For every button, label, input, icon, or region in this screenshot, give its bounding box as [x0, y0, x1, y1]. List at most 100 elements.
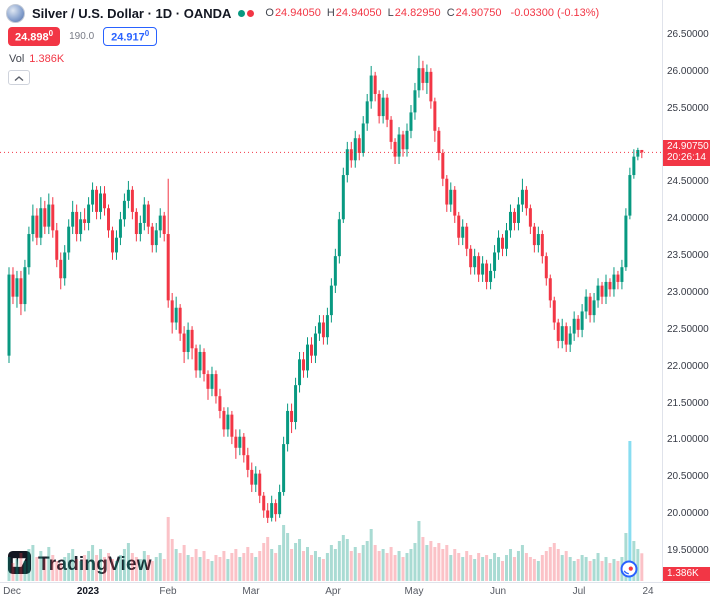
volume-bar [150, 561, 154, 581]
broker-logo-icon[interactable] [620, 560, 638, 578]
volume-bar [254, 557, 258, 581]
volume-legend: Vol 1.386K [9, 53, 64, 65]
price-axis-label: 21.00000 [667, 434, 709, 446]
volume-bar [114, 561, 118, 581]
volume-bar [246, 547, 250, 581]
volume-bar [178, 553, 182, 581]
candle-body [540, 234, 544, 257]
volume-bar [262, 543, 266, 581]
volume-bar [636, 549, 640, 581]
candle-body [588, 296, 592, 316]
candle-body [146, 204, 150, 227]
candle-body [369, 75, 373, 102]
volume-bar [118, 555, 122, 581]
low-value: 24.82950 [394, 7, 441, 19]
candle-body [437, 130, 441, 153]
time-axis-label: May [404, 586, 424, 597]
candle-body [457, 215, 461, 238]
candle-body [425, 71, 429, 83]
candle-body [150, 226, 154, 246]
high-value: 24.94050 [335, 7, 382, 19]
candle-body [75, 211, 79, 235]
volume-bar [79, 561, 83, 581]
volume-bar [532, 559, 536, 581]
volume-bar [278, 545, 282, 581]
volume-bar [47, 547, 51, 581]
candle-body [612, 274, 616, 290]
candle-body [461, 226, 465, 238]
candle-body [103, 193, 107, 209]
volume-bar [186, 555, 190, 581]
volume-bar [425, 545, 429, 581]
candle-body [620, 267, 624, 282]
candle-body [433, 101, 437, 131]
candle-body [465, 226, 469, 249]
time-axis[interactable]: Dec 2023 Feb Mar Apr May Jun Jul 24 [0, 582, 710, 601]
volume-bar [63, 557, 67, 581]
candle-body [67, 226, 71, 253]
candle-body [158, 215, 162, 231]
volume-bar [282, 525, 286, 581]
volume-bar [544, 551, 548, 581]
volume-bar [580, 555, 584, 581]
volume-bar [397, 551, 401, 581]
candle-body [345, 149, 349, 176]
volume-bar [15, 559, 19, 581]
volume-bar [302, 551, 306, 581]
candle-body [489, 270, 493, 282]
candle-body [576, 318, 580, 330]
volume-bar [258, 551, 262, 581]
volume-bar [361, 545, 365, 581]
volume-bar [23, 561, 27, 581]
candle-body [560, 326, 564, 341]
collapse-legend-button[interactable] [8, 70, 30, 85]
volume-bar [83, 555, 87, 581]
candle-body [274, 503, 278, 515]
volume-bar [564, 551, 568, 581]
series-visibility-dots[interactable] [238, 4, 255, 22]
current-volume-tag: 1.386K [663, 567, 710, 581]
volume-bar [130, 553, 134, 581]
candle-body [628, 175, 632, 216]
candle-body [270, 503, 274, 518]
candle-body [214, 374, 218, 397]
candle-body [122, 200, 126, 220]
candle-body [552, 300, 556, 323]
candle-body [413, 90, 417, 113]
volume-bar [401, 557, 405, 581]
volume-bar [294, 543, 298, 581]
open-value: 24.94050 [274, 7, 321, 19]
volume-bar [528, 557, 532, 581]
candle-body [481, 263, 485, 275]
tradingview-logo[interactable]: TradingView [8, 551, 152, 579]
volume-bar [592, 559, 596, 581]
price-change-percent: (-0.13%) [557, 7, 600, 19]
trade-panel: 24.8980 190.0 24.9170 [8, 27, 158, 46]
price-axis-label: 22.00000 [667, 360, 709, 372]
candle-body [198, 351, 202, 371]
candle-body [194, 348, 198, 371]
candle-body [584, 296, 588, 312]
candle-body [35, 215, 39, 238]
candle-body [302, 359, 306, 371]
symbol-title[interactable]: Silver / U.S. Dollar · 1D · OANDA [32, 5, 232, 21]
volume-bar [110, 559, 114, 581]
volume-bar [377, 551, 381, 581]
volume-bar [552, 543, 556, 581]
candle-body [282, 444, 286, 493]
price-axis[interactable]: 26.5000026.0000025.5000025.0000024.50000… [662, 0, 710, 582]
volume-bar [210, 561, 214, 581]
symbol-info-bar: Silver / U.S. Dollar · 1D · OANDA O24.94… [6, 0, 599, 26]
volume-bar [198, 557, 202, 581]
volume-bar [421, 537, 425, 581]
sell-button[interactable]: 24.8980 [8, 27, 61, 46]
candle-body [107, 208, 110, 231]
volume-bar [242, 553, 246, 581]
candle-body [389, 119, 393, 142]
candle-body [31, 215, 35, 235]
candle-body [55, 230, 59, 260]
volume-bar [87, 551, 91, 581]
buy-button[interactable]: 24.9170 [103, 27, 158, 46]
candle-body [325, 315, 329, 338]
